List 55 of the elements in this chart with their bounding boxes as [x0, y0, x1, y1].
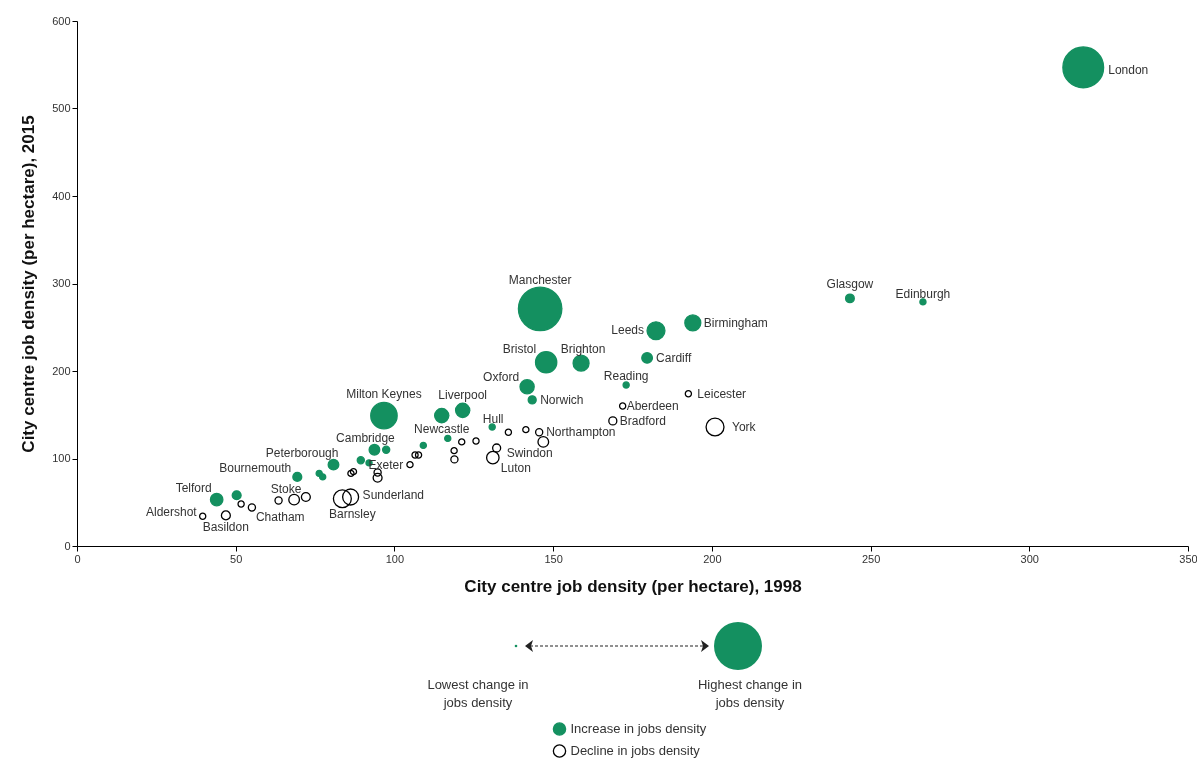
legend-label: Decline in jobs density — [570, 743, 701, 758]
x-tick-label: 250 — [861, 552, 881, 565]
annotation: Northampton — [546, 425, 616, 440]
annotation: Luton — [500, 460, 531, 475]
annotation: Norwich — [540, 392, 584, 407]
x-tick-label: 300 — [1020, 552, 1039, 565]
annotation: Glasgow — [826, 277, 874, 292]
annotation: York — [732, 420, 757, 434]
annotation: Peterborough — [265, 445, 339, 460]
annotation: Edinburgh — [895, 286, 951, 301]
annotation: London — [1108, 63, 1149, 78]
annotation: Cambridge — [336, 430, 396, 445]
text: Highest change in jobs density — [696, 676, 804, 712]
x-tick-label: 100 — [385, 552, 405, 565]
annotation: Basildon — [202, 520, 249, 535]
annotation: Swindon — [506, 446, 553, 460]
annotation: Birmingham — [703, 315, 768, 330]
annotation: Chatham — [255, 509, 305, 524]
y-axis-title: City centre job density (per hectare), 2015 — [19, 115, 39, 453]
x-tick-label: 0 — [74, 552, 81, 565]
y-tick-label: 400 — [52, 189, 71, 202]
annotation: Cardiff — [656, 350, 692, 365]
x-tick-label: 200 — [703, 552, 722, 565]
y-tick-label: 100 — [52, 452, 71, 464]
annotation: Leicester — [697, 386, 747, 401]
annotation: Telford — [175, 480, 212, 495]
annotation: Sunderland — [362, 488, 425, 502]
x-axis-title: City centre job density (per hectare), 1998 — [464, 576, 802, 596]
annotation: Bournemouth — [219, 460, 292, 475]
annotation: Aldershot — [146, 505, 198, 520]
annotation: Exeter — [368, 457, 404, 472]
annotation: Leeds — [611, 322, 644, 337]
y-tick-label: 300 — [52, 277, 71, 289]
annotation: Bradford — [619, 413, 666, 428]
y-tick-label: 200 — [52, 364, 71, 377]
annotation: Newcastle — [414, 421, 470, 436]
annotation: Stoke — [270, 481, 302, 496]
text: Lowest change in jobs density — [426, 676, 530, 712]
y-tick-label: 600 — [52, 14, 71, 27]
annotation: Bristol — [502, 342, 537, 357]
annotation: Oxford — [483, 369, 520, 384]
y-tick-label: 0 — [64, 539, 71, 552]
annotation: Barnsley — [329, 506, 376, 521]
legend-label: Increase in jobs density — [570, 721, 707, 736]
annotation: Brighton — [560, 342, 606, 357]
x-tick-label: 50 — [230, 552, 243, 565]
annotation: Liverpool — [438, 388, 488, 403]
x-tick-label: 150 — [544, 552, 563, 565]
y-tick-label: 500 — [52, 102, 71, 114]
annotation: Milton Keynes — [346, 386, 422, 401]
annotation: Reading — [603, 369, 649, 383]
annotation: Hull — [482, 412, 504, 426]
annotation: Manchester — [508, 272, 572, 287]
annotation: Aberdeen — [626, 399, 679, 413]
x-tick-label: 350 — [1179, 552, 1197, 565]
